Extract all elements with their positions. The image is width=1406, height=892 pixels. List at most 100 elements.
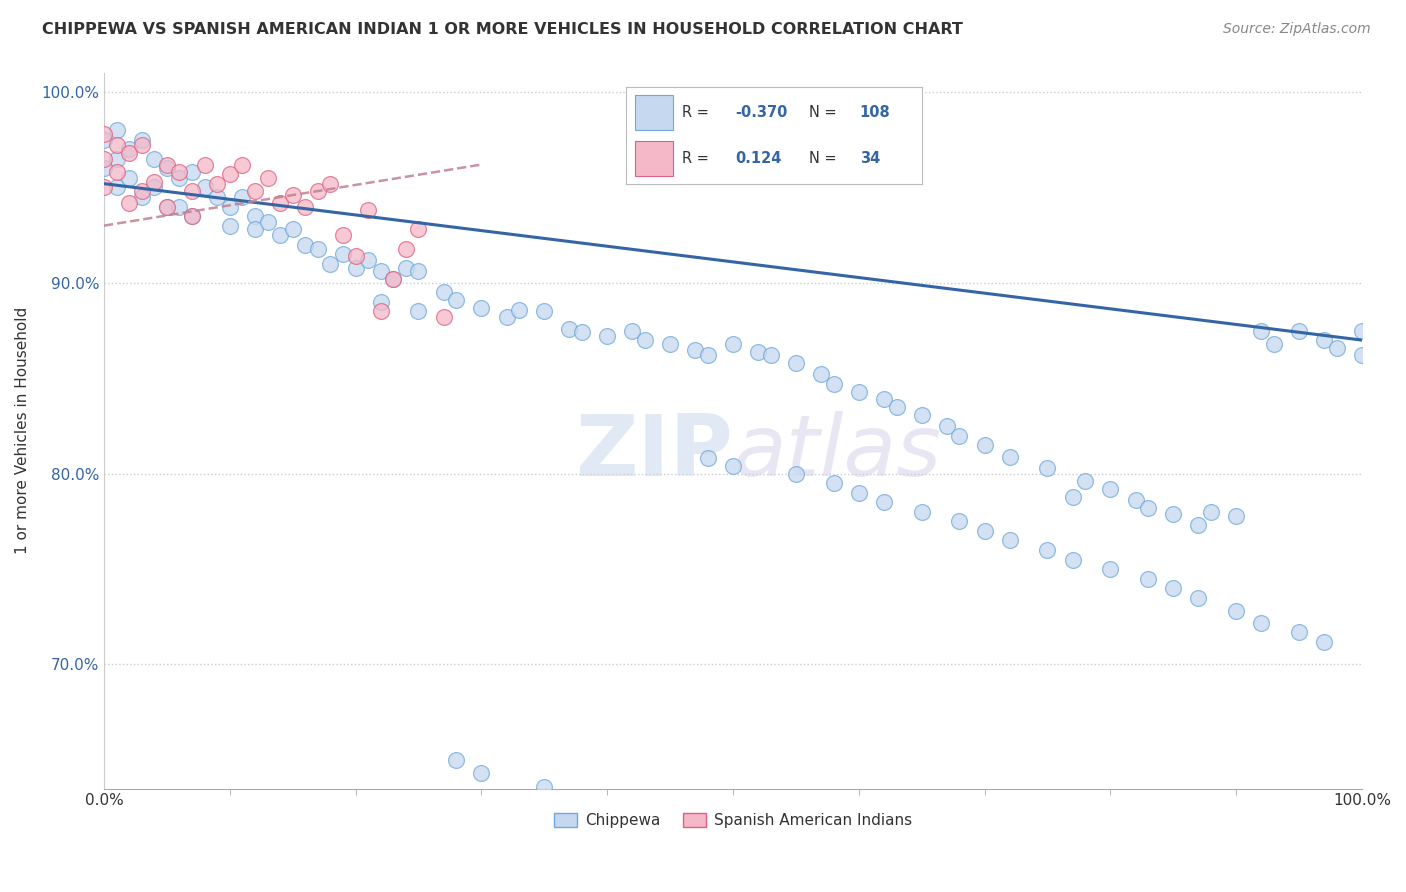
Point <box>1313 333 1336 347</box>
Point <box>93 133 115 147</box>
Point <box>218 167 240 181</box>
Point <box>1187 591 1209 605</box>
Point <box>357 252 380 267</box>
Point <box>873 392 896 407</box>
Point <box>118 170 141 185</box>
Point <box>205 177 228 191</box>
Point <box>571 326 593 340</box>
Point <box>181 165 204 179</box>
Point <box>848 384 870 399</box>
Point <box>269 228 291 243</box>
Point <box>1099 482 1122 496</box>
Point <box>344 260 367 275</box>
Point <box>395 242 418 256</box>
Point <box>533 780 555 794</box>
Point <box>721 458 744 473</box>
Point <box>256 215 278 229</box>
Point <box>1326 341 1348 355</box>
Point <box>998 450 1021 464</box>
Point <box>998 533 1021 548</box>
Point <box>1062 490 1084 504</box>
Point <box>911 505 934 519</box>
Point <box>1074 475 1097 489</box>
Point <box>307 184 329 198</box>
Point <box>181 209 204 223</box>
Point <box>596 329 619 343</box>
Point <box>143 175 166 189</box>
Point <box>382 272 405 286</box>
Point <box>785 467 807 481</box>
Point <box>256 170 278 185</box>
Point <box>433 310 456 325</box>
Point <box>1187 518 1209 533</box>
Point <box>93 180 115 194</box>
Point <box>973 524 995 538</box>
Point <box>433 285 456 300</box>
Point <box>935 419 957 434</box>
Point <box>747 344 769 359</box>
Point <box>634 333 657 347</box>
Point <box>205 190 228 204</box>
Point <box>319 177 342 191</box>
Point <box>118 146 141 161</box>
Point <box>218 219 240 233</box>
Point <box>1250 615 1272 630</box>
Point <box>269 195 291 210</box>
Point <box>1062 552 1084 566</box>
Point <box>143 152 166 166</box>
Point <box>1161 581 1184 595</box>
Point <box>1137 572 1160 586</box>
Point <box>1263 337 1285 351</box>
Point <box>1351 324 1374 338</box>
Point <box>105 165 128 179</box>
Point <box>659 810 682 824</box>
Point <box>169 170 191 185</box>
Point <box>169 200 191 214</box>
Point <box>243 184 266 198</box>
Point <box>721 337 744 351</box>
Point <box>886 400 908 414</box>
Text: CHIPPEWA VS SPANISH AMERICAN INDIAN 1 OR MORE VEHICLES IN HOUSEHOLD CORRELATION : CHIPPEWA VS SPANISH AMERICAN INDIAN 1 OR… <box>42 22 963 37</box>
Point <box>408 222 430 236</box>
Point <box>344 249 367 263</box>
Point <box>1199 505 1222 519</box>
Point <box>948 515 970 529</box>
Point <box>470 766 492 780</box>
Point <box>357 203 380 218</box>
Point <box>495 310 517 325</box>
Point <box>218 200 240 214</box>
Point <box>105 180 128 194</box>
Point <box>131 190 153 204</box>
Point <box>1137 501 1160 516</box>
Point <box>1161 507 1184 521</box>
Point <box>1288 625 1310 640</box>
Point <box>370 264 392 278</box>
Point <box>156 200 179 214</box>
Point <box>444 293 467 307</box>
Point <box>93 152 115 166</box>
Point <box>696 451 718 466</box>
Point <box>683 343 706 357</box>
Point <box>382 272 405 286</box>
Point <box>332 228 354 243</box>
Point <box>169 165 191 179</box>
Y-axis label: 1 or more Vehicles in Household: 1 or more Vehicles in Household <box>15 307 30 554</box>
Point <box>281 222 304 236</box>
Point <box>319 257 342 271</box>
Point <box>1125 493 1147 508</box>
Point <box>294 200 316 214</box>
Point <box>1225 508 1247 523</box>
Point <box>281 188 304 202</box>
Point <box>194 157 217 171</box>
Point <box>823 476 845 491</box>
Point <box>105 138 128 153</box>
Point <box>785 356 807 370</box>
Point <box>1250 324 1272 338</box>
Point <box>948 428 970 442</box>
Point <box>408 304 430 318</box>
Point <box>911 408 934 422</box>
Point <box>823 376 845 391</box>
Point <box>408 264 430 278</box>
Point <box>1313 634 1336 648</box>
Point <box>105 152 128 166</box>
